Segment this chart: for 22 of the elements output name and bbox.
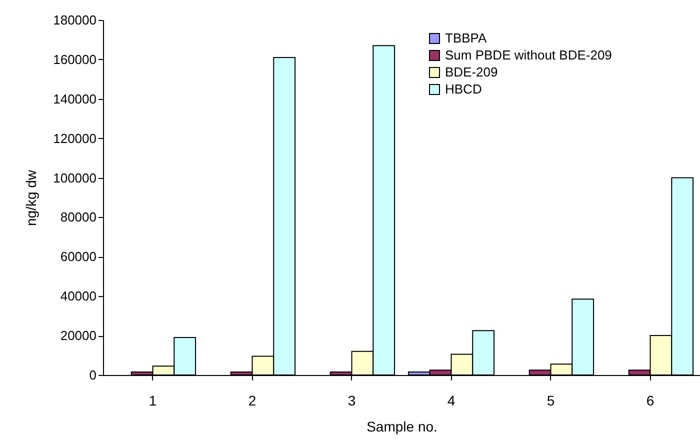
legend-label: Sum PBDE without BDE-209 <box>445 48 612 62</box>
y-tick-label: 160000 <box>53 52 96 67</box>
legend-label: HBCD <box>445 82 482 96</box>
x-tick-label: 3 <box>348 392 356 408</box>
y-tick-label: 20000 <box>60 328 96 344</box>
y-tick-label: 120000 <box>53 130 96 146</box>
y-tick-label: 80000 <box>60 210 96 225</box>
x-tick-label: 2 <box>248 392 256 408</box>
legend-label: BDE-209 <box>445 64 498 80</box>
y-tick-label: 0 <box>89 368 96 382</box>
x-tick-label: 1 <box>148 392 157 408</box>
y-tick-label: 40000 <box>60 288 96 304</box>
y-axis-title: ng/kg dw <box>23 169 40 226</box>
x-tick-label: 5 <box>546 392 555 408</box>
x-tick-label: 4 <box>447 392 456 408</box>
y-tick-label: 100000 <box>53 170 96 186</box>
y-tick-label: 180000 <box>53 12 96 28</box>
x-axis-title: Sample no. <box>366 418 438 434</box>
x-tick-label: 6 <box>646 392 654 408</box>
y-tick-label: 140000 <box>53 91 96 106</box>
legend-label: TBBPA <box>445 30 487 46</box>
y-tick-label: 60000 <box>60 249 96 264</box>
